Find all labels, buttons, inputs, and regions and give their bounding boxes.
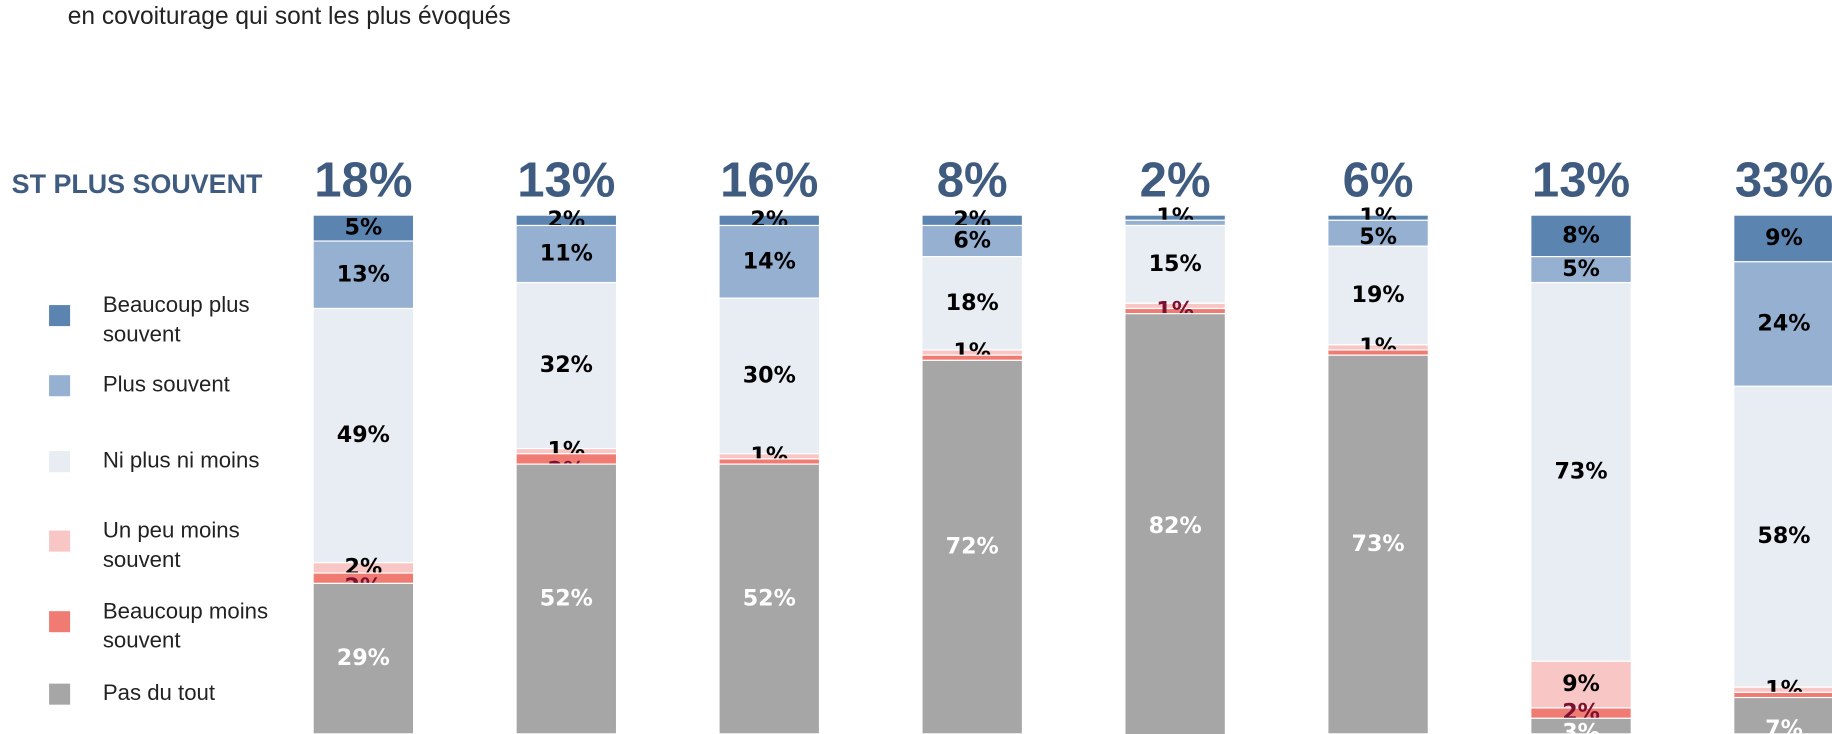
value-label: 8%: [1562, 222, 1600, 248]
legend-label: Beaucoup moins souvent: [103, 598, 268, 652]
bar-segment: [718, 463, 821, 734]
bar-segment: [312, 240, 415, 310]
bar-segment: [921, 256, 1024, 351]
value-label: 52%: [540, 585, 593, 611]
bar-segment: [921, 359, 1024, 734]
legend-swatch: [49, 611, 71, 633]
value-label: 7%: [1765, 716, 1803, 734]
legend-swatch: [49, 305, 71, 327]
value-label: 9%: [1765, 225, 1803, 251]
bar-segment: [515, 224, 618, 284]
row-label: ST PLUS SOUVENT: [12, 169, 263, 199]
value-label: 58%: [1757, 523, 1810, 549]
value-label: 9%: [1562, 671, 1600, 697]
value-label: 29%: [337, 645, 390, 671]
value-label: 52%: [743, 585, 796, 611]
total-label: 2%: [1140, 154, 1211, 208]
bar-segment: [1530, 256, 1632, 284]
value-label: 72%: [946, 534, 999, 560]
value-label: 30%: [743, 362, 796, 388]
value-label: 49%: [337, 422, 390, 448]
legend-label: Pas du tout: [103, 680, 215, 705]
bar-segment: [312, 214, 415, 242]
total-label: 13%: [517, 154, 615, 208]
legend-label: Plus souvent: [103, 372, 230, 397]
bar-segment: [1733, 261, 1832, 387]
bar-segment: [1530, 660, 1632, 709]
bar-segment: [1530, 214, 1632, 258]
total-label: 18%: [314, 154, 412, 208]
bar-segment: [515, 463, 618, 734]
legend-label: Beaucoup plus souvent: [103, 292, 250, 346]
total-label: 16%: [720, 154, 818, 208]
value-label: 3%: [1562, 719, 1600, 734]
bar-segment: [515, 281, 618, 450]
bar-segment: [718, 224, 821, 299]
bar-segment: [312, 307, 415, 564]
bar-segment: [1530, 281, 1632, 662]
bar-segment: [1733, 385, 1832, 688]
legend-label: Un peu moins souvent: [103, 518, 240, 572]
value-label: 32%: [540, 352, 593, 378]
legend-swatch: [49, 530, 71, 552]
legend-swatch: [49, 375, 71, 397]
legend-swatch: [49, 451, 71, 473]
value-label: 13%: [337, 261, 390, 287]
total-label: 13%: [1532, 154, 1630, 208]
bar-segment: [921, 224, 1024, 258]
legend-label: Ni plus ni moins: [103, 447, 260, 472]
bar-segment: [1733, 214, 1832, 263]
legend-swatch: [49, 683, 71, 705]
total-label: 33%: [1735, 154, 1832, 208]
value-label: 5%: [1562, 256, 1600, 282]
total-label: 6%: [1343, 154, 1414, 208]
value-label: 11%: [540, 241, 593, 267]
value-label: 14%: [743, 248, 796, 274]
bar-segment: [1733, 696, 1832, 734]
total-label: 8%: [937, 154, 1008, 208]
bar-segment: [1124, 224, 1226, 304]
subtitle: en covoiturage qui sont les plus évoqués: [68, 3, 511, 30]
value-label: 19%: [1352, 282, 1405, 308]
value-label: 82%: [1149, 513, 1202, 539]
bar-segment: [1124, 313, 1226, 734]
value-label: 73%: [1554, 458, 1607, 484]
value-label: 24%: [1757, 311, 1810, 337]
bar-segment: [312, 582, 415, 734]
value-label: 73%: [1352, 531, 1405, 557]
value-label: 18%: [946, 290, 999, 316]
bar-segment: [718, 297, 821, 455]
value-label: 6%: [953, 228, 991, 254]
value-label: 15%: [1149, 251, 1202, 277]
value-label: 5%: [345, 215, 383, 241]
